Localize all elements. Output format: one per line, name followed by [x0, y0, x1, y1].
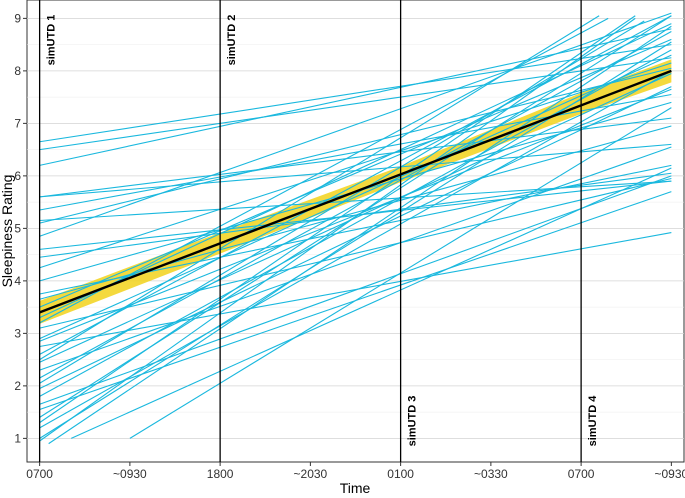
individual-line-38: [39, 125, 672, 300]
x-tick-layer: 0700 ~0930 1800 ~2030 0100 ~0330 0700 ~0930: [26, 462, 685, 481]
y-tick-label-2: 2: [14, 379, 21, 393]
x-tick-label-6: ~0330: [474, 467, 508, 481]
x-tick-label-8: ~0930: [655, 467, 685, 481]
individual-line-16: [39, 177, 672, 329]
y-tick-label-3: 3: [14, 326, 21, 340]
y-tick-label-6: 6: [14, 169, 21, 183]
fitted-line-layer: [39, 69, 672, 314]
y-tick-label-7: 7: [14, 116, 21, 130]
vertical-marker-label-1: simUTD 1: [46, 15, 58, 66]
individual-line-14: [39, 38, 672, 308]
y-tick-label-9: 9: [14, 11, 21, 25]
x-tick-label-4: ~2030: [294, 467, 328, 481]
individual-line-39: [39, 88, 672, 342]
individual-line-19: [39, 15, 672, 355]
x-axis-title: Time: [340, 480, 371, 496]
vertical-markers-layer: simUTD 1 simUTD 2 simUTD 3 simUTD 4: [38, 0, 599, 462]
fitted-line: [39, 69, 672, 314]
vertical-marker-label-4: simUTD 4: [587, 395, 599, 447]
individual-line-1: [39, 44, 672, 143]
vertical-marker-label-3: simUTD 3: [407, 396, 419, 447]
individual-lines-layer: [39, 12, 672, 445]
individual-line-37: [39, 180, 672, 222]
individual-line-36: [39, 17, 636, 442]
individual-line-20: [39, 72, 672, 363]
x-tick-label-3: 1800: [207, 467, 234, 481]
y-tick-label-4: 4: [14, 274, 21, 288]
vertical-marker-label-2: simUTD 2: [226, 15, 238, 66]
y-tick-label-1: 1: [14, 431, 21, 445]
x-tick-label-5: 0100: [387, 467, 414, 481]
x-tick-label-2: ~0930: [113, 467, 147, 481]
individual-line-8: [39, 12, 672, 237]
y-tick-label-5: 5: [14, 221, 21, 235]
x-tick-label-7: 0700: [568, 467, 595, 481]
individual-line-33: [39, 15, 636, 424]
y-tick-label-8: 8: [14, 64, 21, 78]
individual-line-6: [39, 93, 672, 211]
y-tick-layer: 1 2 3 4 5 6 7 8 9: [14, 11, 27, 445]
individual-line-7: [39, 67, 672, 224]
individual-line-34: [39, 17, 609, 324]
individual-line-29: [48, 25, 672, 445]
individual-line-40: [39, 191, 672, 411]
individual-line-21: [39, 146, 672, 371]
y-axis-title: Sleepiness Rating: [0, 175, 15, 288]
individual-line-28: [39, 41, 672, 439]
individual-line-30: [70, 167, 672, 439]
individual-line-17: [39, 54, 672, 340]
x-tick-label-1: 0700: [26, 467, 53, 481]
individual-line-27: [39, 70, 672, 429]
individual-line-3: [39, 28, 672, 166]
